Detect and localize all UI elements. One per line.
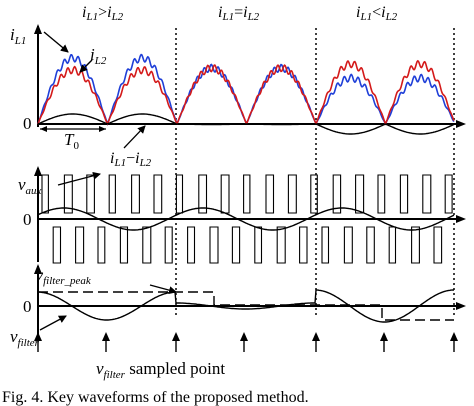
condition-label-middle: iL1=iL2 [218, 4, 260, 23]
period-right-arrow-icon [99, 126, 106, 132]
iL2-label: iL2 [90, 45, 107, 67]
zero-label-vfilter: 0 [23, 297, 32, 316]
iL1-pointer-arrow-icon [43, 31, 69, 53]
current-y-arrow-icon [34, 24, 42, 34]
vaux-sine-waveform [37, 207, 455, 231]
sampled-point-arrows [34, 332, 458, 352]
current-difference-waveform [37, 113, 455, 135]
difference-pointer-arrow-icon [123, 125, 146, 149]
condition-label-left: iL1>iL2 [82, 4, 124, 23]
vfilter-label: vfilter [10, 327, 40, 349]
vaux-x-arrow-icon [456, 215, 466, 223]
sample-arrow-head-icon-4 [312, 332, 320, 341]
sample-arrow-head-icon-1 [102, 332, 110, 341]
zero-label-vaux: 0 [23, 210, 32, 229]
sample-arrow-head-icon-3 [240, 332, 248, 341]
vaux-pointer-arrow-icon [57, 171, 101, 186]
period-left-arrow-icon [40, 126, 47, 132]
sampled-point-label: vfilter sampled point [96, 359, 225, 381]
iL1-label: iL1 [10, 25, 26, 47]
sample-arrow-head-icon-6 [450, 332, 458, 341]
sample-arrow-head-icon-5 [380, 332, 388, 341]
iL2-pointer-arrow-icon [79, 59, 93, 73]
period-label: T0 [64, 130, 79, 152]
vfilter-waveform [37, 289, 454, 323]
vaux-y-arrow-icon [34, 166, 42, 176]
iL2-waveform [37, 59, 455, 126]
vfilter-peak-pointer-arrow-icon [149, 284, 177, 295]
vfilter-x-arrow-icon [456, 302, 466, 310]
vfilter-peak-label: vfilter_peak [36, 267, 92, 287]
vaux-pwm-waveform [41, 174, 453, 264]
vfilter-pointer-arrow-icon [39, 315, 67, 331]
condition-label-right: iL1<iL2 [356, 4, 398, 23]
sample-arrow-head-icon-2 [172, 332, 180, 341]
figure-caption: Fig. 4. Key waveforms of the proposed me… [2, 389, 309, 406]
difference-label: iL1−iL2 [110, 150, 152, 169]
current-x-arrow-icon [456, 120, 466, 128]
vfilter-y-arrow-icon [34, 264, 42, 274]
sample-arrow-head-icon-0 [34, 332, 42, 341]
zero-label-current: 0 [23, 114, 32, 133]
